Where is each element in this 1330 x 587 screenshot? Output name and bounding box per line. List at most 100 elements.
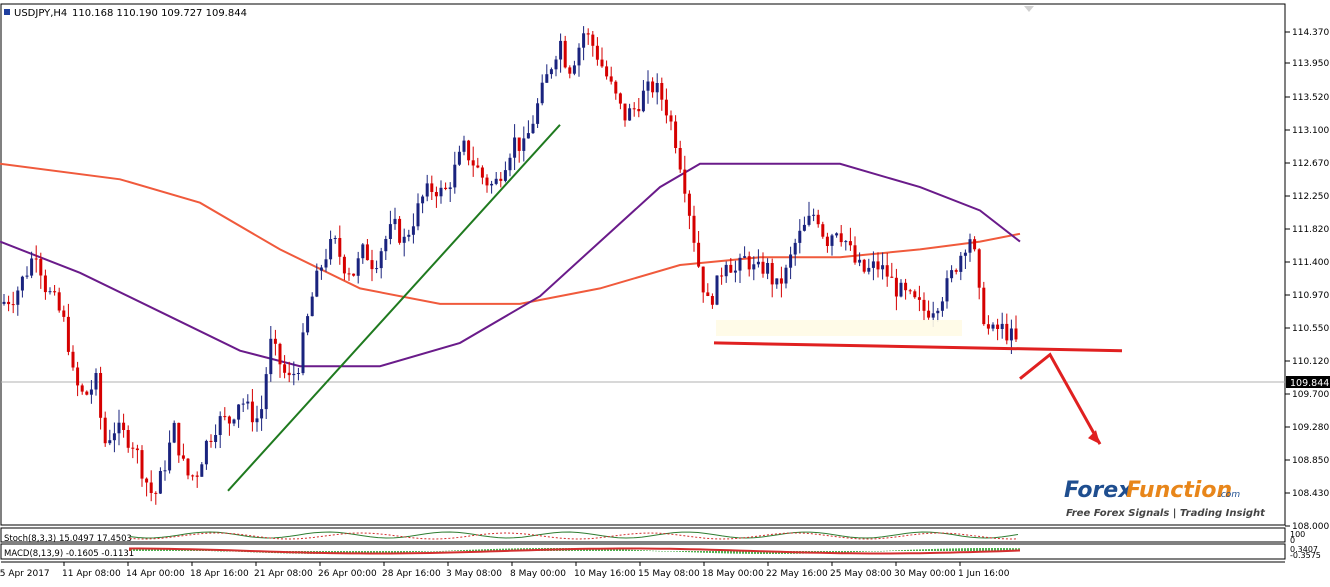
support-line bbox=[713, 341, 1123, 353]
y-tick-label: 113.100 bbox=[1292, 126, 1329, 136]
macd-histogram-bar bbox=[475, 549, 477, 551]
macd-histogram-bar bbox=[178, 549, 180, 551]
candle-body bbox=[858, 259, 862, 263]
candle-body bbox=[89, 389, 93, 395]
candle-body bbox=[126, 430, 130, 448]
candle-body bbox=[20, 276, 24, 291]
moving-average-2 bbox=[0, 162, 1021, 368]
x-tick-label: 8 May 00:00 bbox=[510, 569, 566, 579]
candle-body bbox=[963, 252, 967, 256]
macd-histogram-bar bbox=[226, 551, 228, 552]
candle-body bbox=[103, 417, 107, 444]
macd-histogram-bar bbox=[691, 551, 693, 553]
candle-body bbox=[457, 151, 461, 165]
macd-histogram-bar bbox=[886, 550, 888, 552]
candle-body bbox=[296, 373, 300, 374]
candle-body bbox=[122, 422, 126, 430]
candle-body bbox=[407, 234, 411, 237]
candle-body bbox=[158, 471, 162, 494]
candle-body bbox=[471, 160, 475, 166]
candle-body bbox=[494, 178, 498, 184]
macd-histogram-bar bbox=[199, 550, 201, 551]
x-tick-label: 14 Apr 00:00 bbox=[126, 569, 185, 579]
macd-histogram-bar bbox=[613, 549, 615, 551]
y-tick-label: 109.700 bbox=[1292, 390, 1329, 400]
macd-histogram-bar bbox=[367, 551, 369, 554]
macd-histogram-bar bbox=[427, 551, 429, 552]
macd-histogram-bar bbox=[832, 551, 834, 553]
macd-histogram-bar bbox=[967, 548, 969, 551]
x-tick-label: 21 Apr 08:00 bbox=[254, 569, 313, 579]
candle-body bbox=[53, 291, 57, 293]
macd-histogram-bar bbox=[151, 548, 153, 551]
candle-body bbox=[577, 47, 581, 66]
macd-histogram-bar bbox=[139, 548, 141, 551]
candle-body bbox=[582, 33, 586, 48]
candle-body bbox=[729, 264, 733, 273]
candle-body bbox=[209, 440, 213, 442]
macd-histogram-bar bbox=[889, 550, 891, 552]
macd-histogram-bar bbox=[838, 551, 840, 553]
macd-histogram-bar bbox=[400, 551, 402, 553]
y-tick-label: 113.520 bbox=[1292, 93, 1329, 103]
candle-body bbox=[922, 299, 926, 311]
candle-body bbox=[315, 270, 319, 297]
macd-histogram-bar bbox=[1000, 548, 1002, 551]
macd-histogram-bar bbox=[616, 549, 618, 551]
macd-histogram-bar bbox=[478, 549, 480, 551]
macd-histogram-bar bbox=[376, 551, 378, 554]
candle-body bbox=[554, 59, 558, 70]
y-tick-label: 113.950 bbox=[1292, 59, 1329, 69]
candle-body bbox=[747, 256, 751, 270]
candle-body bbox=[881, 265, 885, 270]
macd-histogram-bar bbox=[655, 550, 657, 552]
macd-histogram-bar bbox=[955, 548, 957, 551]
macd-histogram-bar bbox=[703, 551, 705, 553]
candle-body bbox=[370, 260, 374, 270]
annotations bbox=[227, 124, 1123, 492]
macd-histogram-bar bbox=[469, 549, 471, 551]
candle-body bbox=[269, 338, 273, 375]
candle-body bbox=[273, 338, 277, 344]
candle-body bbox=[743, 256, 747, 258]
candle-body bbox=[950, 270, 954, 279]
candle-body bbox=[246, 401, 250, 404]
macd-histogram-bar bbox=[706, 551, 708, 553]
macd-histogram-bar bbox=[970, 548, 972, 551]
arrow-head-icon bbox=[1088, 430, 1100, 445]
macd-histogram-bar bbox=[433, 551, 435, 552]
candle-body bbox=[232, 419, 236, 424]
macd-histogram-bar bbox=[718, 551, 720, 554]
macd-histogram-bar bbox=[868, 551, 870, 552]
candle-body bbox=[600, 59, 604, 67]
candle-body bbox=[628, 108, 632, 121]
macd-histogram-bar bbox=[508, 548, 510, 551]
y-tick-label: 112.250 bbox=[1292, 192, 1329, 202]
macd-histogram-bar bbox=[862, 551, 864, 552]
macd-histogram-bar bbox=[154, 548, 156, 551]
macd-histogram-bar bbox=[391, 551, 393, 553]
macd-histogram-bar bbox=[739, 551, 741, 554]
candle-body bbox=[329, 239, 333, 260]
macd-histogram-bar bbox=[595, 548, 597, 551]
candle-body bbox=[319, 267, 323, 271]
candle-body bbox=[710, 296, 714, 305]
candle-body bbox=[306, 316, 310, 333]
candle-body bbox=[43, 275, 47, 293]
candle-body bbox=[798, 230, 802, 243]
macd-histogram-bar bbox=[688, 551, 690, 553]
forexfunction-logo: Forex Function .com Free Forex Signals |… bbox=[1064, 478, 1266, 519]
macd-histogram-bar bbox=[673, 551, 675, 552]
candle-body bbox=[531, 123, 535, 134]
x-tick-label: 28 Apr 16:00 bbox=[382, 569, 441, 579]
y-tick-label: 111.820 bbox=[1292, 225, 1329, 235]
candle-body bbox=[283, 364, 287, 373]
stoch-scale-0: 0 bbox=[1290, 536, 1295, 545]
candle-body bbox=[361, 244, 365, 259]
macd-histogram-bar bbox=[484, 549, 486, 551]
candle-body bbox=[1009, 328, 1013, 341]
x-axis: 25 Apr 2017 11 Apr 08:00 14 Apr 00:00 18 Ap… bbox=[0, 562, 1010, 579]
candle-body bbox=[292, 373, 296, 376]
macd-histogram-bar bbox=[859, 551, 861, 552]
macd-histogram-bar bbox=[364, 551, 366, 554]
